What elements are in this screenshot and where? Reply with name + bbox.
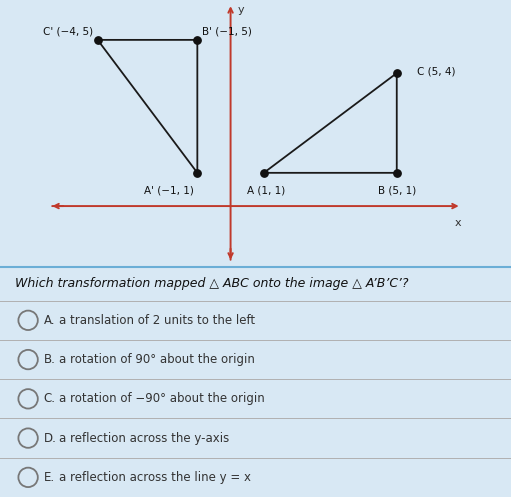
Point xyxy=(193,169,201,177)
Text: C (5, 4): C (5, 4) xyxy=(416,67,455,77)
Text: B.: B. xyxy=(43,353,55,366)
Text: A' (−1, 1): A' (−1, 1) xyxy=(144,185,194,195)
Text: E.: E. xyxy=(43,471,55,484)
Text: a reflection across the line y = x: a reflection across the line y = x xyxy=(59,471,251,484)
Point xyxy=(392,169,401,177)
Text: a rotation of 90° about the origin: a rotation of 90° about the origin xyxy=(59,353,254,366)
Text: B (5, 1): B (5, 1) xyxy=(378,185,416,195)
Text: D.: D. xyxy=(43,431,56,445)
Text: y: y xyxy=(237,5,244,15)
Text: B' (−1, 5): B' (−1, 5) xyxy=(202,26,252,37)
Text: C' (−4, 5): C' (−4, 5) xyxy=(42,26,92,37)
Point xyxy=(193,36,201,44)
Text: a translation of 2 units to the left: a translation of 2 units to the left xyxy=(59,314,255,327)
Point xyxy=(260,169,268,177)
Point xyxy=(392,69,401,77)
Text: C.: C. xyxy=(43,392,55,406)
Text: A.: A. xyxy=(43,314,55,327)
Text: Which transformation mapped △ ABC onto the image △ A’B’C’?: Which transformation mapped △ ABC onto t… xyxy=(15,277,409,290)
Text: a rotation of −90° about the origin: a rotation of −90° about the origin xyxy=(59,392,265,406)
Text: x: x xyxy=(455,218,461,228)
Point xyxy=(94,36,102,44)
Text: A (1, 1): A (1, 1) xyxy=(247,185,286,195)
Text: a reflection across the y-axis: a reflection across the y-axis xyxy=(59,431,229,445)
